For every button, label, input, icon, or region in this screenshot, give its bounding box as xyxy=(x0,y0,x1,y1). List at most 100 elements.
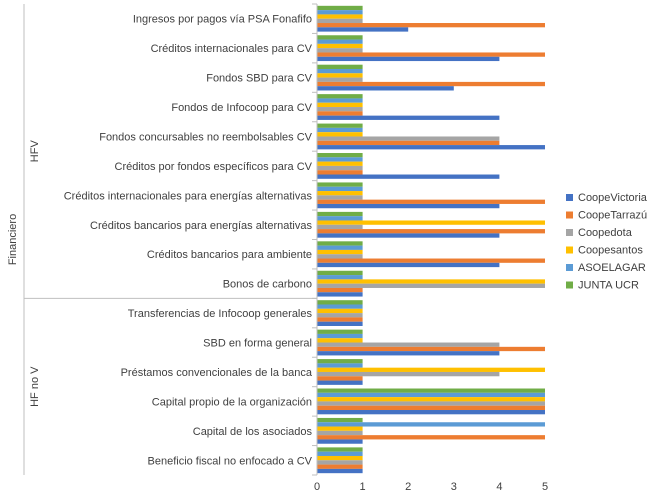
bar-10-1 xyxy=(317,304,363,309)
category-label: Bonos de carbono xyxy=(223,279,312,291)
category-label: Créditos bancarios para energías alterna… xyxy=(90,220,312,232)
bar-11-5 xyxy=(317,351,500,356)
bar-14-2 xyxy=(317,426,363,431)
category-label: Créditos internacionales para energías a… xyxy=(64,190,313,202)
bar-0-4 xyxy=(317,23,545,28)
bar-13-0 xyxy=(317,388,545,393)
bar-4-4 xyxy=(317,140,500,146)
bar-2-0 xyxy=(317,64,363,69)
bar-13-3 xyxy=(317,401,545,406)
legend-swatch xyxy=(566,281,573,289)
bar-5-4 xyxy=(317,170,363,175)
bar-6-2 xyxy=(317,191,363,196)
bar-5-5 xyxy=(317,174,500,179)
legend: JUNTA UCR ASOELAGAR Coopesantos Coopedota Co… xyxy=(566,192,648,292)
x-tick-label: 1 xyxy=(360,481,366,493)
bar-15-5 xyxy=(317,468,363,474)
category-label: Créditos internacionales para CV xyxy=(151,43,313,55)
bar-6-0 xyxy=(317,182,363,187)
bar-3-3 xyxy=(317,107,363,112)
category-axis: Ingresos por pagos vía PSA Fonafifo Crédi… xyxy=(64,14,313,468)
category-label: Créditos por fondos específicos para CV xyxy=(115,161,313,173)
bar-6-1 xyxy=(317,186,363,192)
x-tick-label: 4 xyxy=(496,481,502,493)
legend-label: CoopeVictoria xyxy=(578,192,648,204)
bar-5-1 xyxy=(317,157,363,162)
bar-0-1 xyxy=(317,10,363,15)
bar-3-1 xyxy=(317,98,363,103)
bar-15-4 xyxy=(317,464,363,469)
bar-12-5 xyxy=(317,380,363,385)
x-tick-label: 3 xyxy=(451,481,457,493)
category-label: Fondos SBD para CV xyxy=(206,73,312,85)
bar-2-3 xyxy=(317,77,363,82)
bar-12-3 xyxy=(317,371,500,377)
category-label: Créditos bancarios para ambiente xyxy=(147,249,312,261)
category-label: Capital de los asociados xyxy=(193,426,313,438)
bar-4-5 xyxy=(317,145,545,150)
x-tick-label: 0 xyxy=(314,481,320,493)
bar-12-0 xyxy=(317,359,363,364)
legend-swatch xyxy=(566,229,573,236)
legend-swatch xyxy=(566,211,573,219)
bar-0-0 xyxy=(317,5,363,11)
category-label: Capital propio de la organización xyxy=(152,396,312,408)
bar-1-4 xyxy=(317,52,545,57)
bar-7-2 xyxy=(317,220,545,225)
bar-1-0 xyxy=(317,35,363,40)
legend-label: JUNTA UCR xyxy=(578,280,639,292)
bar-15-1 xyxy=(317,451,363,456)
bar-6-4 xyxy=(317,199,545,204)
bar-9-0 xyxy=(317,270,363,276)
bar-10-4 xyxy=(317,317,363,322)
bar-9-4 xyxy=(317,287,363,293)
bar-9-1 xyxy=(317,275,363,280)
bar-1-5 xyxy=(317,56,500,62)
bar-9-2 xyxy=(317,279,545,284)
category-label: Préstamos convencionales de la banca xyxy=(121,367,313,379)
bar-14-1 xyxy=(317,422,545,427)
bar-8-0 xyxy=(317,241,363,246)
bar-7-0 xyxy=(317,211,363,217)
x-tick-label: 2 xyxy=(405,481,411,493)
bar-14-0 xyxy=(317,417,363,423)
bar-13-5 xyxy=(317,410,545,415)
bar-1-3 xyxy=(317,48,363,53)
bar-10-0 xyxy=(317,300,363,305)
bars-layer xyxy=(317,5,545,474)
outer-group-label: Financiero xyxy=(7,214,19,265)
category-label: Transferencias de Infocoop generales xyxy=(128,308,313,320)
bar-4-3 xyxy=(317,136,500,141)
bar-0-3 xyxy=(317,18,363,24)
bar-4-1 xyxy=(317,127,363,133)
bar-13-4 xyxy=(317,405,545,411)
bar-2-2 xyxy=(317,73,363,78)
legend-swatch xyxy=(566,246,573,254)
bar-5-2 xyxy=(317,161,363,166)
bar-3-0 xyxy=(317,94,363,99)
category-label: Ingresos por pagos vía PSA Fonafifo xyxy=(133,14,312,26)
bar-10-2 xyxy=(317,308,363,314)
legend-label: CoopeTarrazú xyxy=(578,210,647,222)
bar-8-4 xyxy=(317,258,545,263)
bar-15-3 xyxy=(317,460,363,465)
bar-5-0 xyxy=(317,153,363,158)
category-label: Fondos concursables no reembolsables CV xyxy=(99,132,312,144)
bar-14-4 xyxy=(317,435,545,440)
bar-14-3 xyxy=(317,430,363,436)
bar-12-2 xyxy=(317,367,545,372)
category-label: SBD en forma general xyxy=(203,338,312,350)
bar-2-5 xyxy=(317,86,454,91)
bar-15-0 xyxy=(317,447,363,452)
bar-7-4 xyxy=(317,229,545,234)
bar-6-3 xyxy=(317,195,363,200)
bar-10-3 xyxy=(317,313,363,318)
bar-7-1 xyxy=(317,216,363,221)
legend-swatch xyxy=(566,194,573,201)
bar-9-5 xyxy=(317,292,363,297)
category-label: Beneficio fiscal no enfocado a CV xyxy=(148,455,313,467)
group-label: HF no V xyxy=(29,366,41,407)
bar-11-0 xyxy=(317,329,363,334)
bar-14-5 xyxy=(317,439,363,444)
